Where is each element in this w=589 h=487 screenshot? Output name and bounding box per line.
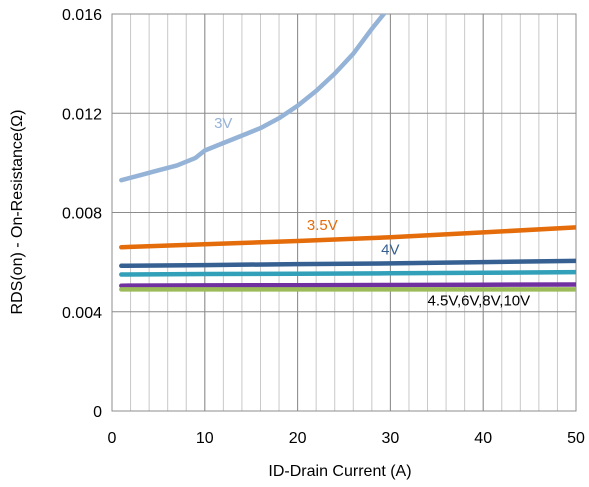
y-axis-label: RDS(on) - On-Resistance(Ω) bbox=[9, 110, 26, 315]
x-tick-label: 0 bbox=[108, 430, 117, 447]
series-line-5 bbox=[119, 282, 576, 288]
x-tick-label: 50 bbox=[567, 430, 585, 447]
x-tick-label: 10 bbox=[196, 430, 214, 447]
x-tick-label: 30 bbox=[382, 430, 400, 447]
plot-frame bbox=[111, 13, 577, 412]
y-tick-label: 0.012 bbox=[62, 106, 102, 123]
major-grid bbox=[111, 13, 577, 412]
y-tick-label: 0.016 bbox=[62, 7, 102, 24]
series-annotation: 3V bbox=[214, 115, 232, 132]
series-line-1 bbox=[119, 14, 387, 183]
series-annotation: 4.5V,6V,8V,10V bbox=[428, 293, 531, 310]
series-line-2 bbox=[119, 225, 576, 250]
annotations: 3V 3.5V 4V 4.5V,6V,8V,10V bbox=[214, 115, 530, 309]
series-annotation: 3.5V bbox=[307, 217, 338, 234]
series-line-4 bbox=[119, 269, 576, 277]
series-line-3 bbox=[119, 258, 576, 269]
x-axis-label: ID-Drain Current (A) bbox=[268, 463, 411, 480]
y-tick-label: 0 bbox=[93, 404, 102, 421]
x-tick-label: 20 bbox=[289, 430, 307, 447]
x-tick-label: 40 bbox=[474, 430, 492, 447]
tick-labels: 0 10 20 30 40 50 0 0.004 0.008 0.012 0.016 bbox=[62, 7, 585, 447]
series-annotation: 4V bbox=[381, 242, 399, 259]
y-tick-label: 0.008 bbox=[62, 206, 102, 223]
y-tick-label: 0.004 bbox=[62, 305, 102, 322]
series-layer bbox=[119, 14, 576, 292]
